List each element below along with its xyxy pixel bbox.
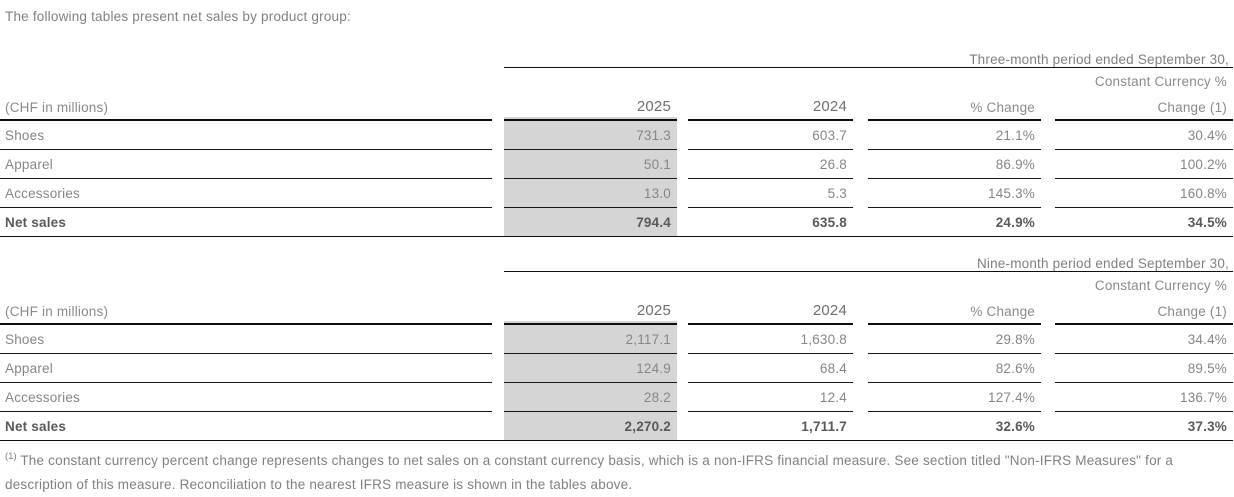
table-row-shoes: Shoes 731.3 603.7 21.1% 30.4% xyxy=(0,121,1233,149)
table-three-month: Three-month period ended September 30, C… xyxy=(0,42,1233,237)
value-cc-change: 30.4% xyxy=(1187,127,1227,143)
constant-currency-header-line2: Change (1) xyxy=(1157,304,1227,319)
value-2024: 5.3 xyxy=(827,185,847,201)
row-label: Net sales xyxy=(5,418,67,434)
value-pct-change: 145.3% xyxy=(988,185,1035,201)
footnote: (1) The constant currency percent change… xyxy=(0,445,1205,497)
table-row-accessories: Accessories 28.2 12.4 127.4% 136.7% xyxy=(0,383,1233,411)
table-bottom-rule xyxy=(0,236,1233,237)
row-label: Apparel xyxy=(5,156,53,172)
intro-text: The following tables present net sales b… xyxy=(5,9,351,24)
value-cc-change: 34.5% xyxy=(1187,214,1227,230)
period-header: Nine-month period ended September 30, xyxy=(976,256,1229,271)
value-2024: 1,711.7 xyxy=(801,418,847,434)
table-row-accessories: Accessories 13.0 5.3 145.3% 160.8% xyxy=(0,179,1233,207)
column-header-row: (CHF in millions) 2025 2024 % Change Cha… xyxy=(0,293,1233,323)
table-bottom-rule xyxy=(0,440,1233,441)
column-header-pct-change: % Change xyxy=(970,100,1035,115)
value-pct-change: 32.6% xyxy=(995,418,1035,434)
row-label: Accessories xyxy=(5,185,80,201)
value-pct-change: 127.4% xyxy=(988,389,1035,405)
value-2024: 12.4 xyxy=(819,389,847,405)
row-label: Net sales xyxy=(5,214,67,230)
value-2024: 635.8 xyxy=(812,214,847,230)
column-header-row: (CHF in millions) 2025 2024 % Change Cha… xyxy=(0,89,1233,119)
row-divider xyxy=(0,149,1233,150)
column-header-pct-change: % Change xyxy=(970,304,1035,319)
unit-label: (CHF in millions) xyxy=(5,100,109,115)
value-2025: 50.1 xyxy=(643,156,671,172)
constant-currency-header-line1: Constant Currency % xyxy=(1094,74,1227,89)
value-pct-change: 29.8% xyxy=(995,331,1035,347)
constant-currency-header-line2: Change (1) xyxy=(1157,100,1227,115)
value-2025: 13.0 xyxy=(643,185,671,201)
table-row-net-sales: Net sales 2,270.2 1,711.7 32.6% 37.3% xyxy=(0,412,1233,440)
highlight-2025-column xyxy=(504,321,677,441)
value-cc-change: 100.2% xyxy=(1180,156,1227,172)
table-row-apparel: Apparel 124.9 68.4 82.6% 89.5% xyxy=(0,354,1233,382)
value-cc-change: 160.8% xyxy=(1180,185,1227,201)
row-label: Apparel xyxy=(5,360,53,376)
column-header-2025: 2025 xyxy=(636,98,671,115)
row-label: Shoes xyxy=(5,331,45,347)
column-header-2024: 2024 xyxy=(812,98,847,115)
value-2025: 2,270.2 xyxy=(624,418,671,434)
table-row-apparel: Apparel 50.1 26.8 86.9% 100.2% xyxy=(0,150,1233,178)
value-pct-change: 82.6% xyxy=(995,360,1035,376)
column-header-2024: 2024 xyxy=(812,302,847,319)
header-rule xyxy=(0,323,1233,325)
row-divider xyxy=(0,382,1233,383)
unit-label: (CHF in millions) xyxy=(5,304,109,319)
value-2024: 68.4 xyxy=(819,360,847,376)
value-2025: 731.3 xyxy=(636,127,671,143)
period-header-rule xyxy=(504,67,1233,68)
footnote-marker: (1) xyxy=(5,451,17,462)
highlight-2025-column xyxy=(504,117,677,237)
column-header-2025: 2025 xyxy=(636,302,671,319)
value-pct-change: 24.9% xyxy=(995,214,1035,230)
value-pct-change: 86.9% xyxy=(995,156,1035,172)
value-2025: 124.9 xyxy=(636,360,671,376)
table-nine-month: Nine-month period ended September 30, Co… xyxy=(0,246,1233,441)
value-2025: 28.2 xyxy=(643,389,671,405)
table-row-shoes: Shoes 2,117.1 1,630.8 29.8% 34.4% xyxy=(0,325,1233,353)
footnote-text: The constant currency percent change rep… xyxy=(5,453,1174,492)
row-divider xyxy=(0,411,1233,412)
value-2024: 603.7 xyxy=(812,127,847,143)
value-2025: 794.4 xyxy=(636,214,671,230)
value-2024: 26.8 xyxy=(819,156,847,172)
header-rule xyxy=(0,119,1233,121)
value-cc-change: 89.5% xyxy=(1187,360,1227,376)
row-divider xyxy=(0,178,1233,179)
value-cc-change: 37.3% xyxy=(1187,418,1227,434)
period-header-rule xyxy=(504,271,1233,272)
value-2024: 1,630.8 xyxy=(800,331,847,347)
value-pct-change: 21.1% xyxy=(995,127,1035,143)
row-label: Shoes xyxy=(5,127,45,143)
value-2025: 2,117.1 xyxy=(625,331,671,347)
row-label: Accessories xyxy=(5,389,80,405)
value-cc-change: 136.7% xyxy=(1180,389,1227,405)
row-divider xyxy=(0,353,1233,354)
table-row-net-sales: Net sales 794.4 635.8 24.9% 34.5% xyxy=(0,208,1233,236)
constant-currency-header-line1: Constant Currency % xyxy=(1094,278,1227,293)
value-cc-change: 34.4% xyxy=(1187,331,1227,347)
period-header: Three-month period ended September 30, xyxy=(969,52,1229,67)
row-divider xyxy=(0,207,1233,208)
